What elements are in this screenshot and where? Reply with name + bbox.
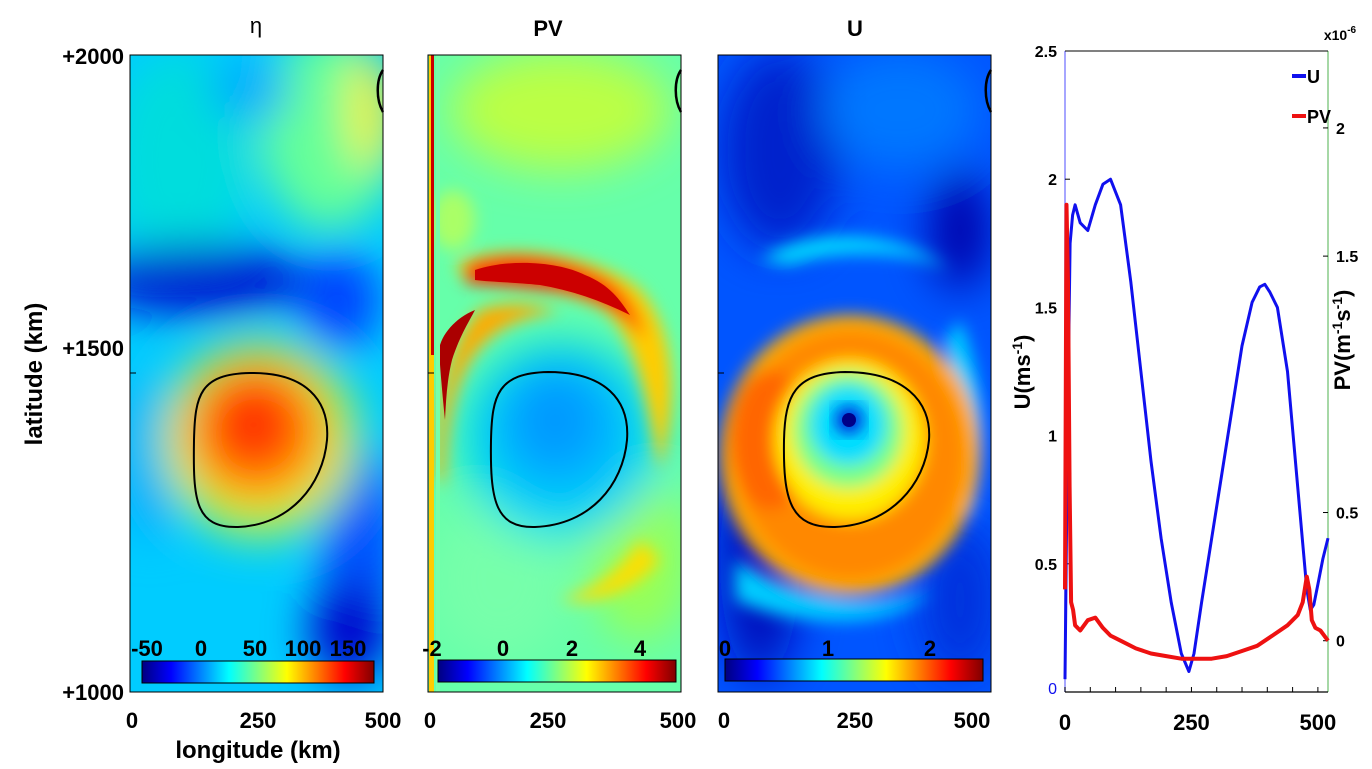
line-chart-x-tick: 500 [1300, 710, 1337, 735]
u-cbar-tick: 2 [924, 636, 936, 661]
eta-lon-tick: 250 [240, 708, 277, 733]
legend-label-pv: PV [1307, 107, 1331, 127]
panel-eta-title: η [250, 13, 262, 38]
u-corner-contour [984, 69, 993, 113]
left-y-axis-label: U(ms-1) [1009, 335, 1035, 410]
eta-cbar-tick: 0 [195, 636, 207, 661]
eta-lon-tick: 0 [126, 708, 138, 733]
u-cbar-tick: 0 [719, 636, 731, 661]
eta-cbar-tick: 150 [330, 636, 367, 661]
series-line-pv [1063, 202, 1330, 661]
latitude-axis-label: latitude (km) [21, 303, 48, 446]
legend-label-u: U [1307, 67, 1320, 87]
lat-tick-1500: +1500 [62, 336, 124, 361]
series-line-u [1063, 177, 1330, 680]
eta-colorbar [141, 660, 375, 684]
left-y-tick-label: 2.5 [1035, 44, 1057, 61]
u-colorbar [724, 658, 984, 682]
line-chart-x-tick: 250 [1173, 710, 1210, 735]
u-field [718, 55, 991, 692]
right-y-tick-label: 2 [1336, 121, 1345, 138]
eta-cbar-tick: 100 [285, 636, 322, 661]
right-y-axis-label: PV(m-1s-1) [1329, 290, 1355, 391]
line-chart-x-tick: 0 [1059, 710, 1071, 735]
eta-field [130, 55, 383, 692]
pv-cbar-tick: 4 [634, 636, 647, 661]
panel-pv-title: PV [533, 16, 563, 41]
pv-cbar-tick: -2 [422, 636, 442, 661]
pv-lon-tick: 250 [530, 708, 567, 733]
pv-contour [489, 370, 629, 529]
line-chart-series [1063, 177, 1330, 680]
eta-contour [192, 371, 329, 529]
u-lon-tick: 250 [837, 708, 874, 733]
eta-cbar-tick: 50 [243, 636, 267, 661]
left-y-tick-label: 1.5 [1035, 300, 1057, 317]
lat-tick-2000: +2000 [62, 44, 124, 69]
pv-corner-contour [674, 69, 683, 113]
eta-cbar-tick: -50 [131, 636, 163, 661]
pv-cbar-tick: 0 [497, 636, 509, 661]
u-contour [782, 370, 931, 529]
left-y-origin-label: 0 [1048, 681, 1057, 698]
latitude-axis: +2000 +1500 +1000 latitude (km) [21, 44, 124, 705]
line-chart-legend: U PV [1292, 67, 1331, 127]
pv-lon-tick: 500 [660, 708, 697, 733]
pv-field [428, 55, 681, 692]
panel-u-title: U [847, 16, 863, 41]
panel-eta: η -50 0 50 [126, 13, 402, 733]
u-cbar-tick: 1 [822, 636, 834, 661]
right-axis-scale-label: x10-6 [1324, 25, 1357, 43]
left-y-tick-label: 1 [1048, 429, 1057, 446]
longitude-axis-label: longitude (km) [175, 737, 340, 764]
right-y-tick-label: 0.5 [1336, 506, 1358, 523]
left-y-tick-label: 2 [1048, 172, 1057, 189]
lat-tick-1000: +1000 [62, 680, 124, 705]
right-y-tick-label: 1.5 [1336, 249, 1358, 266]
u-lon-tick: 0 [718, 708, 730, 733]
pv-cbar-tick: 2 [566, 636, 578, 661]
panel-pv: PV [422, 16, 696, 733]
pv-lon-tick: 0 [424, 708, 436, 733]
u-lon-tick: 500 [954, 708, 991, 733]
eta-corner-contour [376, 69, 385, 113]
eta-lon-tick: 500 [365, 708, 402, 733]
pv-colorbar [437, 659, 677, 683]
right-y-tick-label: 0 [1336, 634, 1345, 651]
left-y-tick-label: 0.5 [1035, 557, 1057, 574]
panel-u: U [717, 16, 993, 733]
